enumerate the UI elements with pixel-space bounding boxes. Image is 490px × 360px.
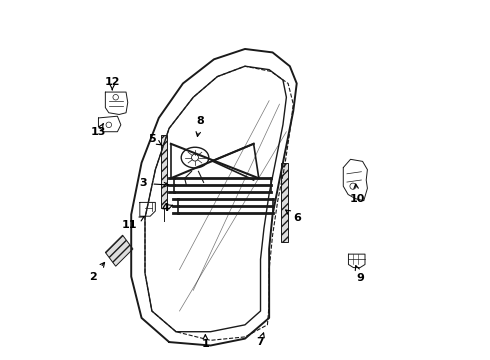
Text: 3: 3 [140, 179, 169, 188]
Text: 11: 11 [122, 217, 144, 230]
Text: 7: 7 [257, 333, 265, 347]
Polygon shape [105, 235, 133, 266]
Text: 8: 8 [196, 116, 204, 136]
Text: 10: 10 [349, 184, 365, 204]
Text: 1: 1 [201, 335, 209, 349]
Polygon shape [281, 163, 288, 242]
Text: 5: 5 [148, 134, 162, 145]
Text: 12: 12 [104, 77, 120, 90]
Text: 6: 6 [286, 210, 301, 223]
Text: 9: 9 [355, 266, 365, 283]
Polygon shape [161, 135, 168, 208]
Text: 4: 4 [162, 203, 172, 213]
Text: 13: 13 [91, 124, 106, 137]
Text: 2: 2 [89, 262, 104, 282]
